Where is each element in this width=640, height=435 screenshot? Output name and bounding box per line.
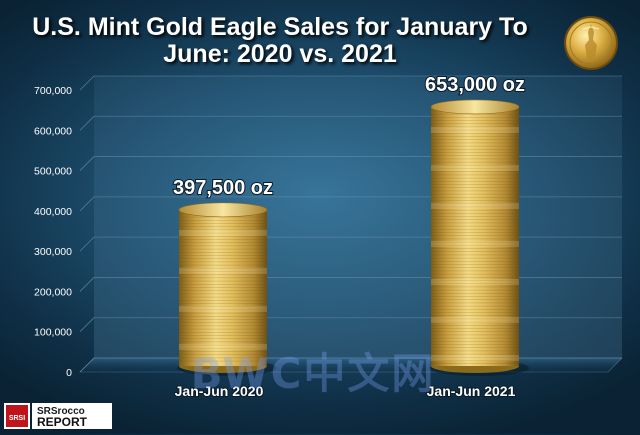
y-tick-label: 200,000 (34, 286, 72, 298)
gridline-diagonal (79, 75, 95, 91)
gridline-diagonal (79, 357, 95, 373)
chart-title-line-1: U.S. Mint Gold Eagle Sales for January T… (32, 13, 528, 41)
chart-title-line-2: June: 2020 vs. 2021 (163, 40, 397, 68)
gridline-diagonal (79, 196, 95, 212)
chart-back-wall (94, 76, 622, 358)
gridline-diagonal (79, 277, 95, 292)
gridline-diagonal (79, 317, 95, 332)
y-axis-ticks: 0 100,000 200,000 300,000 400,000 500,000 600,… (34, 85, 72, 379)
y-tick-label: 0 (66, 367, 72, 379)
data-label: 653,000 oz (425, 74, 525, 96)
bar (429, 99, 529, 376)
bar (177, 202, 277, 376)
srsrocco-logo-icon: SRSI SRSrocco REPORT (4, 402, 114, 430)
logo-badge-text: SRSI (9, 415, 25, 422)
gridline-diagonal (79, 116, 95, 131)
x-axis-labels: Jan-Jun 2020 Jan-Jun 2021 (174, 382, 517, 400)
data-label: 397,500 oz (173, 177, 273, 199)
x-tick-label: Jan-Jun 2021 (427, 383, 516, 399)
bars (177, 99, 529, 376)
gold-eagle-coin-icon (563, 15, 619, 71)
y-tick-label: 700,000 (34, 85, 72, 97)
y-tick-label: 100,000 (34, 327, 72, 339)
gridline-diagonal (79, 156, 95, 171)
x-tick-label: Jan-Jun 2020 (175, 383, 264, 399)
y-tick-label: 600,000 (34, 125, 72, 137)
y-tick-label: 400,000 (34, 206, 72, 218)
y-tick-label: 500,000 (34, 166, 72, 178)
gridline-diagonal (79, 236, 95, 252)
y-tick-label: 300,000 (34, 246, 72, 258)
logo-line-1: SRSrocco (37, 406, 85, 417)
data-labels: 397,500 oz 653,000 oz (172, 73, 526, 200)
logo-line-2: REPORT (37, 415, 88, 429)
watermark-text: BWC中文网 (190, 349, 436, 398)
